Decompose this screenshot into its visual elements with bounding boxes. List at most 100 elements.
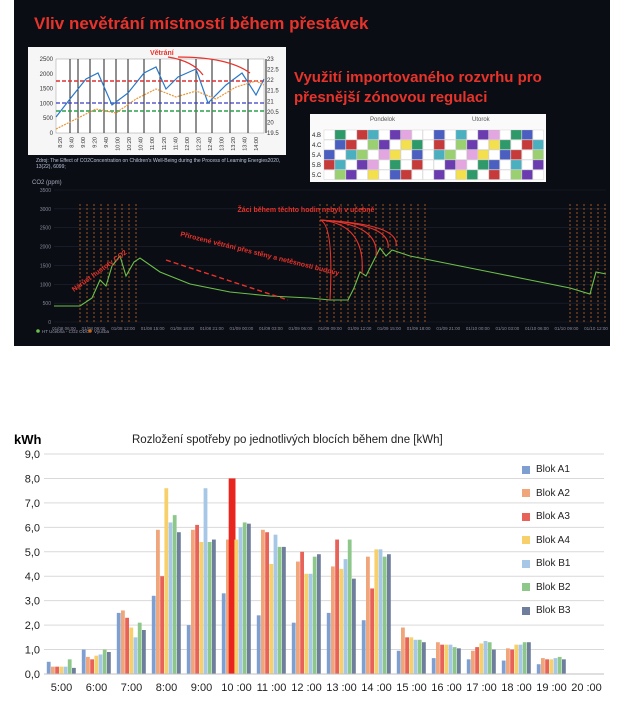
schedule-cell bbox=[400, 129, 412, 140]
co2-ytick: 0 bbox=[48, 320, 51, 326]
bar bbox=[282, 546, 286, 674]
co2-arrow bbox=[165, 259, 289, 301]
bar bbox=[177, 532, 181, 674]
inset-left-tick: 2500 bbox=[40, 57, 54, 63]
schedule-day-label: Pondelok bbox=[370, 117, 396, 123]
bar bbox=[172, 515, 177, 674]
x-tick-label: 19 :00 bbox=[536, 682, 567, 694]
legend-swatch bbox=[522, 465, 530, 474]
schedule-cell bbox=[356, 169, 368, 180]
bar bbox=[221, 593, 226, 674]
bar bbox=[361, 620, 366, 674]
inset-time-tick: 11:40 bbox=[173, 137, 179, 150]
bar bbox=[347, 539, 352, 674]
x-tick-label: 11 :00 bbox=[257, 682, 287, 694]
inset-right-tick: 22 bbox=[267, 78, 274, 84]
co2-legend-label: HT Učebňa - CO2 ODO bbox=[42, 329, 90, 334]
schedule-cell bbox=[378, 149, 390, 160]
x-tick-label: 15 :00 bbox=[396, 682, 427, 694]
co2-svg: CO2 (ppm)350030002500200015001000500001/… bbox=[32, 180, 608, 334]
inset-right-tick: 19.5 bbox=[267, 131, 279, 137]
bar bbox=[510, 649, 514, 674]
bar bbox=[90, 659, 94, 674]
inset-time-tick: 9:20 bbox=[93, 137, 99, 148]
schedule-cell bbox=[477, 169, 489, 180]
co2-ytick: 3000 bbox=[40, 207, 51, 213]
schedule-cell bbox=[455, 139, 467, 150]
bar bbox=[242, 522, 247, 674]
inset-time-tick: 10:00 bbox=[116, 137, 122, 151]
bar bbox=[487, 642, 492, 674]
schedule-cell bbox=[367, 169, 379, 180]
bar bbox=[457, 648, 461, 674]
bar bbox=[370, 588, 374, 674]
schedule-cell bbox=[323, 169, 335, 180]
bar bbox=[277, 546, 282, 674]
bar bbox=[238, 527, 243, 674]
y-axis-label: kWh bbox=[14, 432, 42, 447]
bar bbox=[195, 524, 199, 674]
schedule-cell bbox=[433, 139, 445, 150]
schedule-cell bbox=[400, 149, 412, 160]
y-tick-label: 1,0 bbox=[25, 645, 40, 657]
legend-label: Blok A2 bbox=[536, 487, 570, 499]
schedule-cell bbox=[521, 129, 533, 140]
schedule-cell bbox=[444, 159, 456, 170]
bar bbox=[55, 666, 59, 674]
inset-chart: 2500 2000 1500 1000 500 0 23 22.5 22 21.5 21 20.5 20… bbox=[28, 47, 286, 155]
co2-xtick: 01/08 18:00 bbox=[170, 326, 194, 331]
bar bbox=[234, 539, 239, 674]
co2-legend-label: Výučba bbox=[94, 329, 110, 334]
co2-xtick: 01/08 15:00 bbox=[141, 326, 165, 331]
schedule-cell bbox=[466, 149, 478, 160]
bar bbox=[72, 667, 76, 674]
schedule-cell bbox=[488, 169, 500, 180]
bar bbox=[335, 539, 339, 674]
inset-right-tick: 20.5 bbox=[267, 110, 279, 116]
inset-time-tick: 12:20 bbox=[196, 137, 202, 151]
bar bbox=[317, 554, 321, 674]
schedule-cell bbox=[422, 169, 434, 180]
y-tick-label: 5,0 bbox=[25, 547, 40, 559]
co2-annotation-rise: Nárůst hustoty CO2 bbox=[70, 248, 128, 293]
inset-time-tick: 10:40 bbox=[139, 137, 145, 151]
schedule-cell bbox=[477, 149, 489, 160]
co2-absent-arrow bbox=[319, 219, 397, 247]
schedule-cell bbox=[411, 159, 423, 170]
schedule-cell bbox=[378, 159, 390, 170]
schedule-cell bbox=[323, 159, 335, 170]
inset-time-tick: 10:20 bbox=[127, 137, 133, 151]
bar bbox=[94, 655, 99, 674]
schedule-cell bbox=[422, 159, 434, 170]
schedule-cell bbox=[411, 169, 423, 180]
co2-ytick: 2000 bbox=[40, 245, 51, 251]
schedule-cell bbox=[433, 149, 445, 160]
schedule-cell bbox=[466, 129, 478, 140]
co2-xtick: 01/09 00:00 bbox=[229, 326, 253, 331]
schedule-cell bbox=[389, 139, 401, 150]
inset-left-tick: 1500 bbox=[40, 87, 54, 93]
legend-item: Blok B3 bbox=[522, 599, 610, 623]
bar bbox=[142, 630, 146, 674]
co2-xtick: 01/08 21:00 bbox=[200, 326, 224, 331]
legend-label: Blok B1 bbox=[536, 558, 571, 570]
panel-title: Vliv nevětrání místností během přestávek bbox=[34, 14, 369, 33]
schedule-cell bbox=[488, 139, 500, 150]
schedule-cell bbox=[389, 169, 401, 180]
co2-timeseries-chart: CO2 (ppm) 3500 3000 2500 2000 1500 1000 500 0 01/… bbox=[30, 176, 610, 344]
bar bbox=[125, 617, 129, 674]
inset-time-tick: 13:00 bbox=[219, 137, 225, 151]
schedule-cell bbox=[411, 129, 423, 140]
schedule-cell bbox=[444, 139, 456, 150]
schedule-cell bbox=[532, 159, 544, 170]
y-tick-label: 7,0 bbox=[25, 498, 40, 510]
schedule-cell bbox=[378, 129, 390, 140]
schedule-cell bbox=[378, 169, 390, 180]
inset-arrow bbox=[167, 56, 204, 76]
inset-citation: Zdroj: The Effect of CO2Concentration on… bbox=[36, 158, 281, 170]
schedule-cell bbox=[477, 139, 489, 150]
schedule-table: Pondelok Utorok 4.B 4.C 5.A 5.B 5.C bbox=[310, 114, 546, 182]
inset-time-tick: 9:40 bbox=[104, 137, 110, 148]
bar bbox=[269, 564, 274, 674]
x-tick-label: 13 :00 bbox=[326, 682, 357, 694]
